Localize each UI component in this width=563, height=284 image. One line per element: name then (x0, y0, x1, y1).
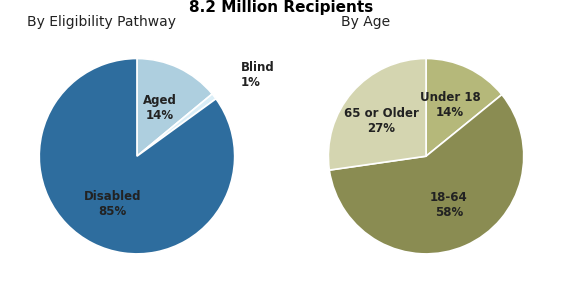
Text: 8.2 Million Recipients: 8.2 Million Recipients (189, 0, 374, 15)
Wedge shape (328, 59, 426, 170)
Wedge shape (137, 59, 212, 156)
Wedge shape (329, 95, 524, 254)
Text: Blind
1%: Blind 1% (241, 61, 275, 89)
Text: By Age: By Age (341, 15, 390, 29)
Wedge shape (39, 59, 235, 254)
Text: Aged
14%: Aged 14% (143, 94, 177, 122)
Text: 65 or Older
27%: 65 or Older 27% (344, 107, 419, 135)
Text: By Eligibility Pathway: By Eligibility Pathway (27, 15, 176, 29)
Text: 18-64
58%: 18-64 58% (430, 191, 468, 219)
Wedge shape (426, 59, 502, 156)
Text: Under 18
14%: Under 18 14% (420, 91, 481, 119)
Text: Disabled
85%: Disabled 85% (84, 190, 141, 218)
Wedge shape (137, 94, 216, 156)
